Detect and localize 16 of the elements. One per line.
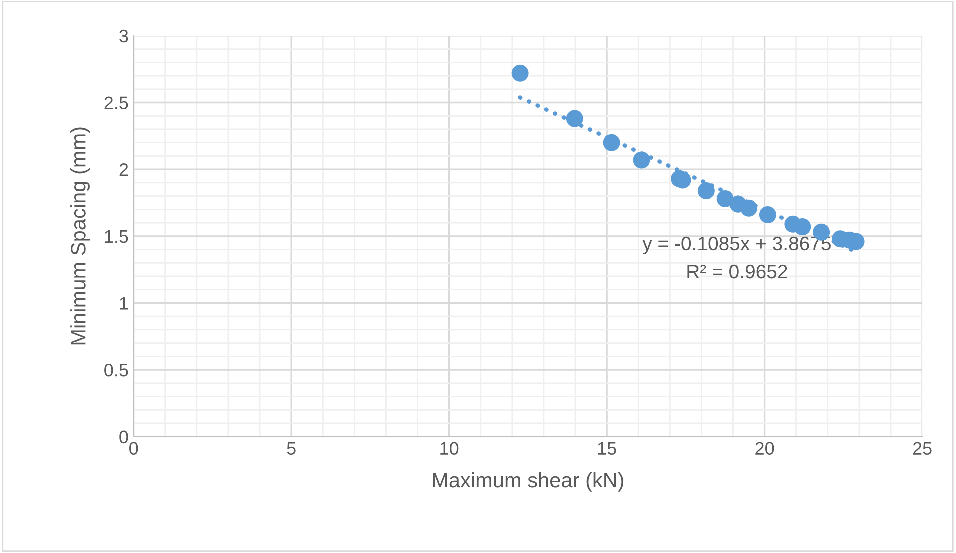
y-tick-label: 3 <box>120 30 128 43</box>
x-tick-label: 20 <box>756 442 774 455</box>
y-tick-label: 1 <box>120 297 128 310</box>
x-tick-label: 15 <box>598 442 616 455</box>
y-tick-label: 1.5 <box>105 230 128 244</box>
x-axis-title: Maximum shear (kN) <box>433 472 624 492</box>
y-tick-label: 0.5 <box>104 364 128 377</box>
x-tick-label: 0 <box>130 442 138 455</box>
x-tick-label: 10 <box>440 442 459 455</box>
y-tick-label: 2 <box>120 164 128 176</box>
y-tick-label: 2.5 <box>104 96 128 110</box>
y-tick-label: 0 <box>120 430 128 444</box>
x-tick-label: 5 <box>287 442 296 455</box>
x-tick-label: 25 <box>913 442 932 455</box>
annotation: R² = 0.9652 <box>688 264 788 279</box>
y-axis-title: Minimum Spacing (mm) <box>70 128 90 345</box>
